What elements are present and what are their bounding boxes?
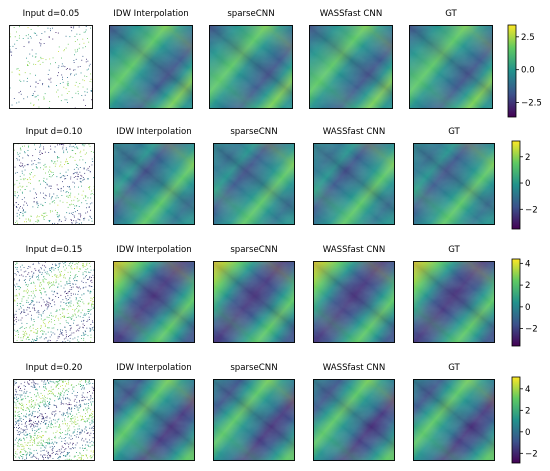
figure-row: Input d=0.15 IDW Interpolation sparseCNN WA…: [13, 245, 538, 347]
sparse-input-panel: [13, 379, 95, 461]
panel-title: sparseCNN: [230, 245, 277, 255]
reconstruction-panel: [309, 25, 393, 109]
reconstruction-panel: [409, 25, 493, 109]
panel-title: GT: [448, 127, 460, 137]
reconstruction-panel: [413, 143, 495, 225]
reconstruction-panel: [113, 143, 195, 225]
colorbar-tick-label: 0.0: [521, 66, 535, 76]
reconstruction-panel: [113, 379, 195, 461]
input-panel-title: Input d=0.15: [26, 245, 83, 255]
reconstruction-panel: [209, 25, 293, 109]
panel-title: IDW Interpolation: [116, 127, 191, 137]
figure-row: Input d=0.10 IDW Interpolation sparseCNN WA…: [13, 127, 538, 230]
sparse-input-panel: [13, 143, 95, 225]
reconstruction-panel: [213, 379, 295, 461]
colorbar-tick-label: −2: [525, 205, 538, 215]
input-panel-title: Input d=0.20: [26, 363, 83, 373]
colorbar-tick-label: −2: [525, 325, 538, 335]
colorbar-tick-label: 0: [525, 303, 530, 313]
colorbar-tick-label: 4: [525, 385, 530, 395]
reconstruction-panel: [213, 261, 295, 343]
colorbar-tick-label: −2: [525, 449, 538, 459]
reconstruction-panel: [413, 261, 495, 343]
colorbar-tick-label: 2: [525, 406, 530, 416]
panel-title: WASSfast CNN: [323, 245, 386, 255]
panel-title: GT: [448, 245, 460, 255]
input-panel-title: Input d=0.10: [26, 127, 83, 137]
panel-title: WASSfast CNN: [323, 363, 386, 373]
reconstruction-panel: [113, 261, 195, 343]
reconstruction-panel: [109, 25, 193, 109]
sparse-input-panel: [9, 25, 93, 109]
reconstruction-panel: [413, 379, 495, 461]
colorbar: 2 0 −2: [511, 140, 538, 230]
sparse-input-panel: [13, 261, 95, 343]
colorbar: 4 2 0 −2: [511, 258, 538, 347]
reconstruction-panel: [313, 261, 395, 343]
input-panel-title: Input d=0.05: [23, 9, 80, 19]
panel-title: sparseCNN: [230, 363, 277, 373]
colorbar-tick-label: 2: [525, 281, 530, 291]
figure-row: Input d=0.20 IDW Interpolation sparseCNN WA…: [13, 363, 538, 464]
panel-title: IDW Interpolation: [116, 363, 191, 373]
panel-title: IDW Interpolation: [116, 245, 191, 255]
panel-title: GT: [445, 9, 457, 19]
colorbar: 4 2 0 −2: [511, 376, 538, 464]
reconstruction-panel: [213, 143, 295, 225]
panel-title: WASSfast CNN: [323, 127, 386, 137]
reconstruction-panel: [313, 379, 395, 461]
colorbar-tick-label: 0: [525, 428, 530, 438]
panel-title: sparseCNN: [230, 127, 277, 137]
panel-title: WASSfast CNN: [320, 9, 383, 19]
panel-title: sparseCNN: [227, 9, 274, 19]
colorbar-tick-label: 2.5: [521, 33, 535, 43]
colorbar-tick-label: 4: [525, 259, 530, 269]
panel-title: GT: [448, 363, 460, 373]
colorbar-tick-label: 2: [525, 153, 530, 163]
colorbar: 2.5 0.0 −2.5: [507, 24, 542, 118]
reconstruction-panel: [313, 143, 395, 225]
colorbar-tick-label: −2.5: [521, 99, 542, 109]
figure-row: Input d=0.05 IDW Interpolation sparseCNN WA…: [9, 9, 542, 118]
panel-title: IDW Interpolation: [113, 9, 188, 19]
colorbar-tick-label: 0: [525, 179, 530, 189]
